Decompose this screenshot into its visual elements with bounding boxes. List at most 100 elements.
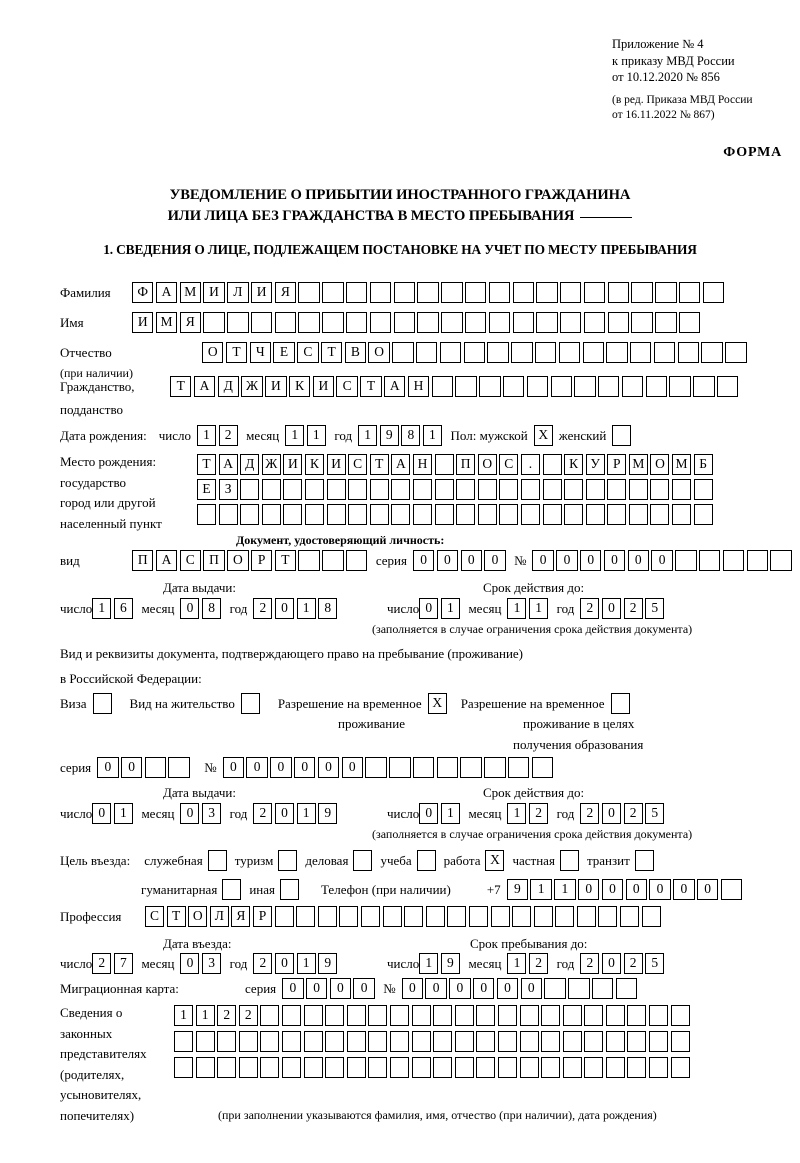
char-cell[interactable]	[477, 504, 497, 526]
char-cell[interactable]	[322, 312, 344, 334]
char-cell[interactable]	[348, 479, 368, 501]
char-cell[interactable]	[574, 376, 596, 398]
char-cell[interactable]	[250, 312, 273, 334]
char-cell[interactable]: 0	[627, 550, 649, 572]
char-cell[interactable]	[693, 376, 715, 398]
char-cell[interactable]	[650, 504, 670, 526]
char-cell[interactable]: Е	[197, 479, 216, 501]
char-cell[interactable]	[598, 376, 620, 398]
char-cell[interactable]	[391, 504, 411, 526]
char-cell[interactable]	[369, 504, 389, 526]
visa-checkbox[interactable]	[92, 693, 112, 715]
char-cell[interactable]	[497, 1005, 517, 1027]
purpose-option-checkbox[interactable]	[279, 879, 299, 901]
char-cell[interactable]: 0	[578, 879, 600, 901]
char-cell[interactable]: З	[218, 479, 238, 501]
char-cell[interactable]: Ж	[261, 454, 281, 476]
char-cell[interactable]: Т	[225, 342, 248, 364]
char-cell[interactable]	[558, 342, 581, 364]
char-cell[interactable]: 1	[440, 803, 460, 825]
temp-residence-edu-checkbox[interactable]	[610, 693, 630, 715]
sex-female-checkbox[interactable]	[612, 425, 632, 447]
char-cell[interactable]: 2	[253, 803, 273, 825]
char-cell[interactable]	[607, 504, 627, 526]
char-cell[interactable]: И	[283, 454, 303, 476]
char-cell[interactable]	[360, 906, 380, 928]
char-cell[interactable]: 9	[379, 425, 399, 447]
char-cell[interactable]	[476, 1005, 496, 1027]
char-cell[interactable]	[519, 1031, 539, 1053]
char-cell[interactable]: П	[203, 550, 225, 572]
char-cell[interactable]	[628, 479, 648, 501]
char-cell[interactable]	[512, 312, 534, 334]
char-cell[interactable]	[645, 376, 668, 398]
char-cell[interactable]: 9	[506, 879, 529, 901]
char-cell[interactable]	[303, 1057, 323, 1079]
char-cell[interactable]: И	[326, 454, 346, 476]
char-cell[interactable]	[627, 1057, 647, 1079]
char-cell[interactable]: Т	[170, 376, 192, 398]
char-cell[interactable]: Ф	[132, 282, 154, 304]
char-cell[interactable]	[568, 978, 590, 1000]
char-cell[interactable]: О	[188, 906, 208, 928]
char-cell[interactable]	[534, 342, 557, 364]
char-cell[interactable]	[369, 312, 392, 334]
char-cell[interactable]: Т	[166, 906, 186, 928]
char-cell[interactable]: 0	[520, 978, 542, 1000]
char-cell[interactable]: 0	[180, 803, 200, 825]
char-cell[interactable]	[464, 282, 487, 304]
char-cell[interactable]: 0	[180, 953, 200, 975]
char-cell[interactable]	[168, 757, 190, 779]
char-cell[interactable]	[348, 504, 368, 526]
char-cell[interactable]	[346, 1005, 366, 1027]
char-cell[interactable]	[519, 1005, 539, 1027]
char-cell[interactable]	[369, 282, 392, 304]
char-cell[interactable]	[698, 550, 721, 572]
char-cell[interactable]	[454, 1005, 474, 1027]
purpose-options-2[interactable]: гуманитарная иная	[133, 879, 299, 901]
char-cell[interactable]	[669, 376, 691, 398]
char-cell[interactable]: 3	[202, 953, 222, 975]
char-cell[interactable]	[389, 757, 411, 779]
char-cell[interactable]	[585, 504, 605, 526]
char-cell[interactable]	[562, 1031, 582, 1053]
char-cell[interactable]: А	[391, 454, 411, 476]
char-cell[interactable]	[260, 1031, 280, 1053]
char-cell[interactable]	[576, 906, 596, 928]
char-cell[interactable]	[497, 1057, 517, 1079]
char-cell[interactable]	[542, 479, 562, 501]
char-cell[interactable]: .	[520, 454, 540, 476]
char-cell[interactable]	[722, 550, 745, 572]
char-cell[interactable]: 6	[113, 598, 133, 620]
char-cell[interactable]	[584, 1005, 604, 1027]
char-cell[interactable]: 2	[217, 1005, 237, 1027]
char-cell[interactable]	[339, 906, 359, 928]
char-cell[interactable]	[274, 312, 297, 334]
char-cell[interactable]	[411, 1031, 431, 1053]
char-cell[interactable]: 8	[318, 598, 338, 620]
char-cell[interactable]: П	[456, 454, 476, 476]
char-cell[interactable]	[562, 1057, 582, 1079]
char-cell[interactable]	[653, 342, 676, 364]
char-cell[interactable]	[605, 1031, 625, 1053]
char-cell[interactable]: 1	[195, 1005, 215, 1027]
char-cell[interactable]	[627, 1005, 647, 1027]
char-cell[interactable]: А	[155, 550, 178, 572]
char-cell[interactable]	[649, 1005, 669, 1027]
char-cell[interactable]: У	[585, 454, 605, 476]
char-cell[interactable]	[531, 757, 554, 779]
char-cell[interactable]: 0	[601, 879, 624, 901]
purpose-option-checkbox[interactable]	[207, 850, 227, 872]
char-cell[interactable]	[502, 376, 525, 398]
char-cell[interactable]: Т	[369, 454, 389, 476]
char-cell[interactable]	[417, 312, 439, 334]
char-cell[interactable]: 0	[305, 978, 328, 1000]
char-cell[interactable]	[499, 479, 519, 501]
